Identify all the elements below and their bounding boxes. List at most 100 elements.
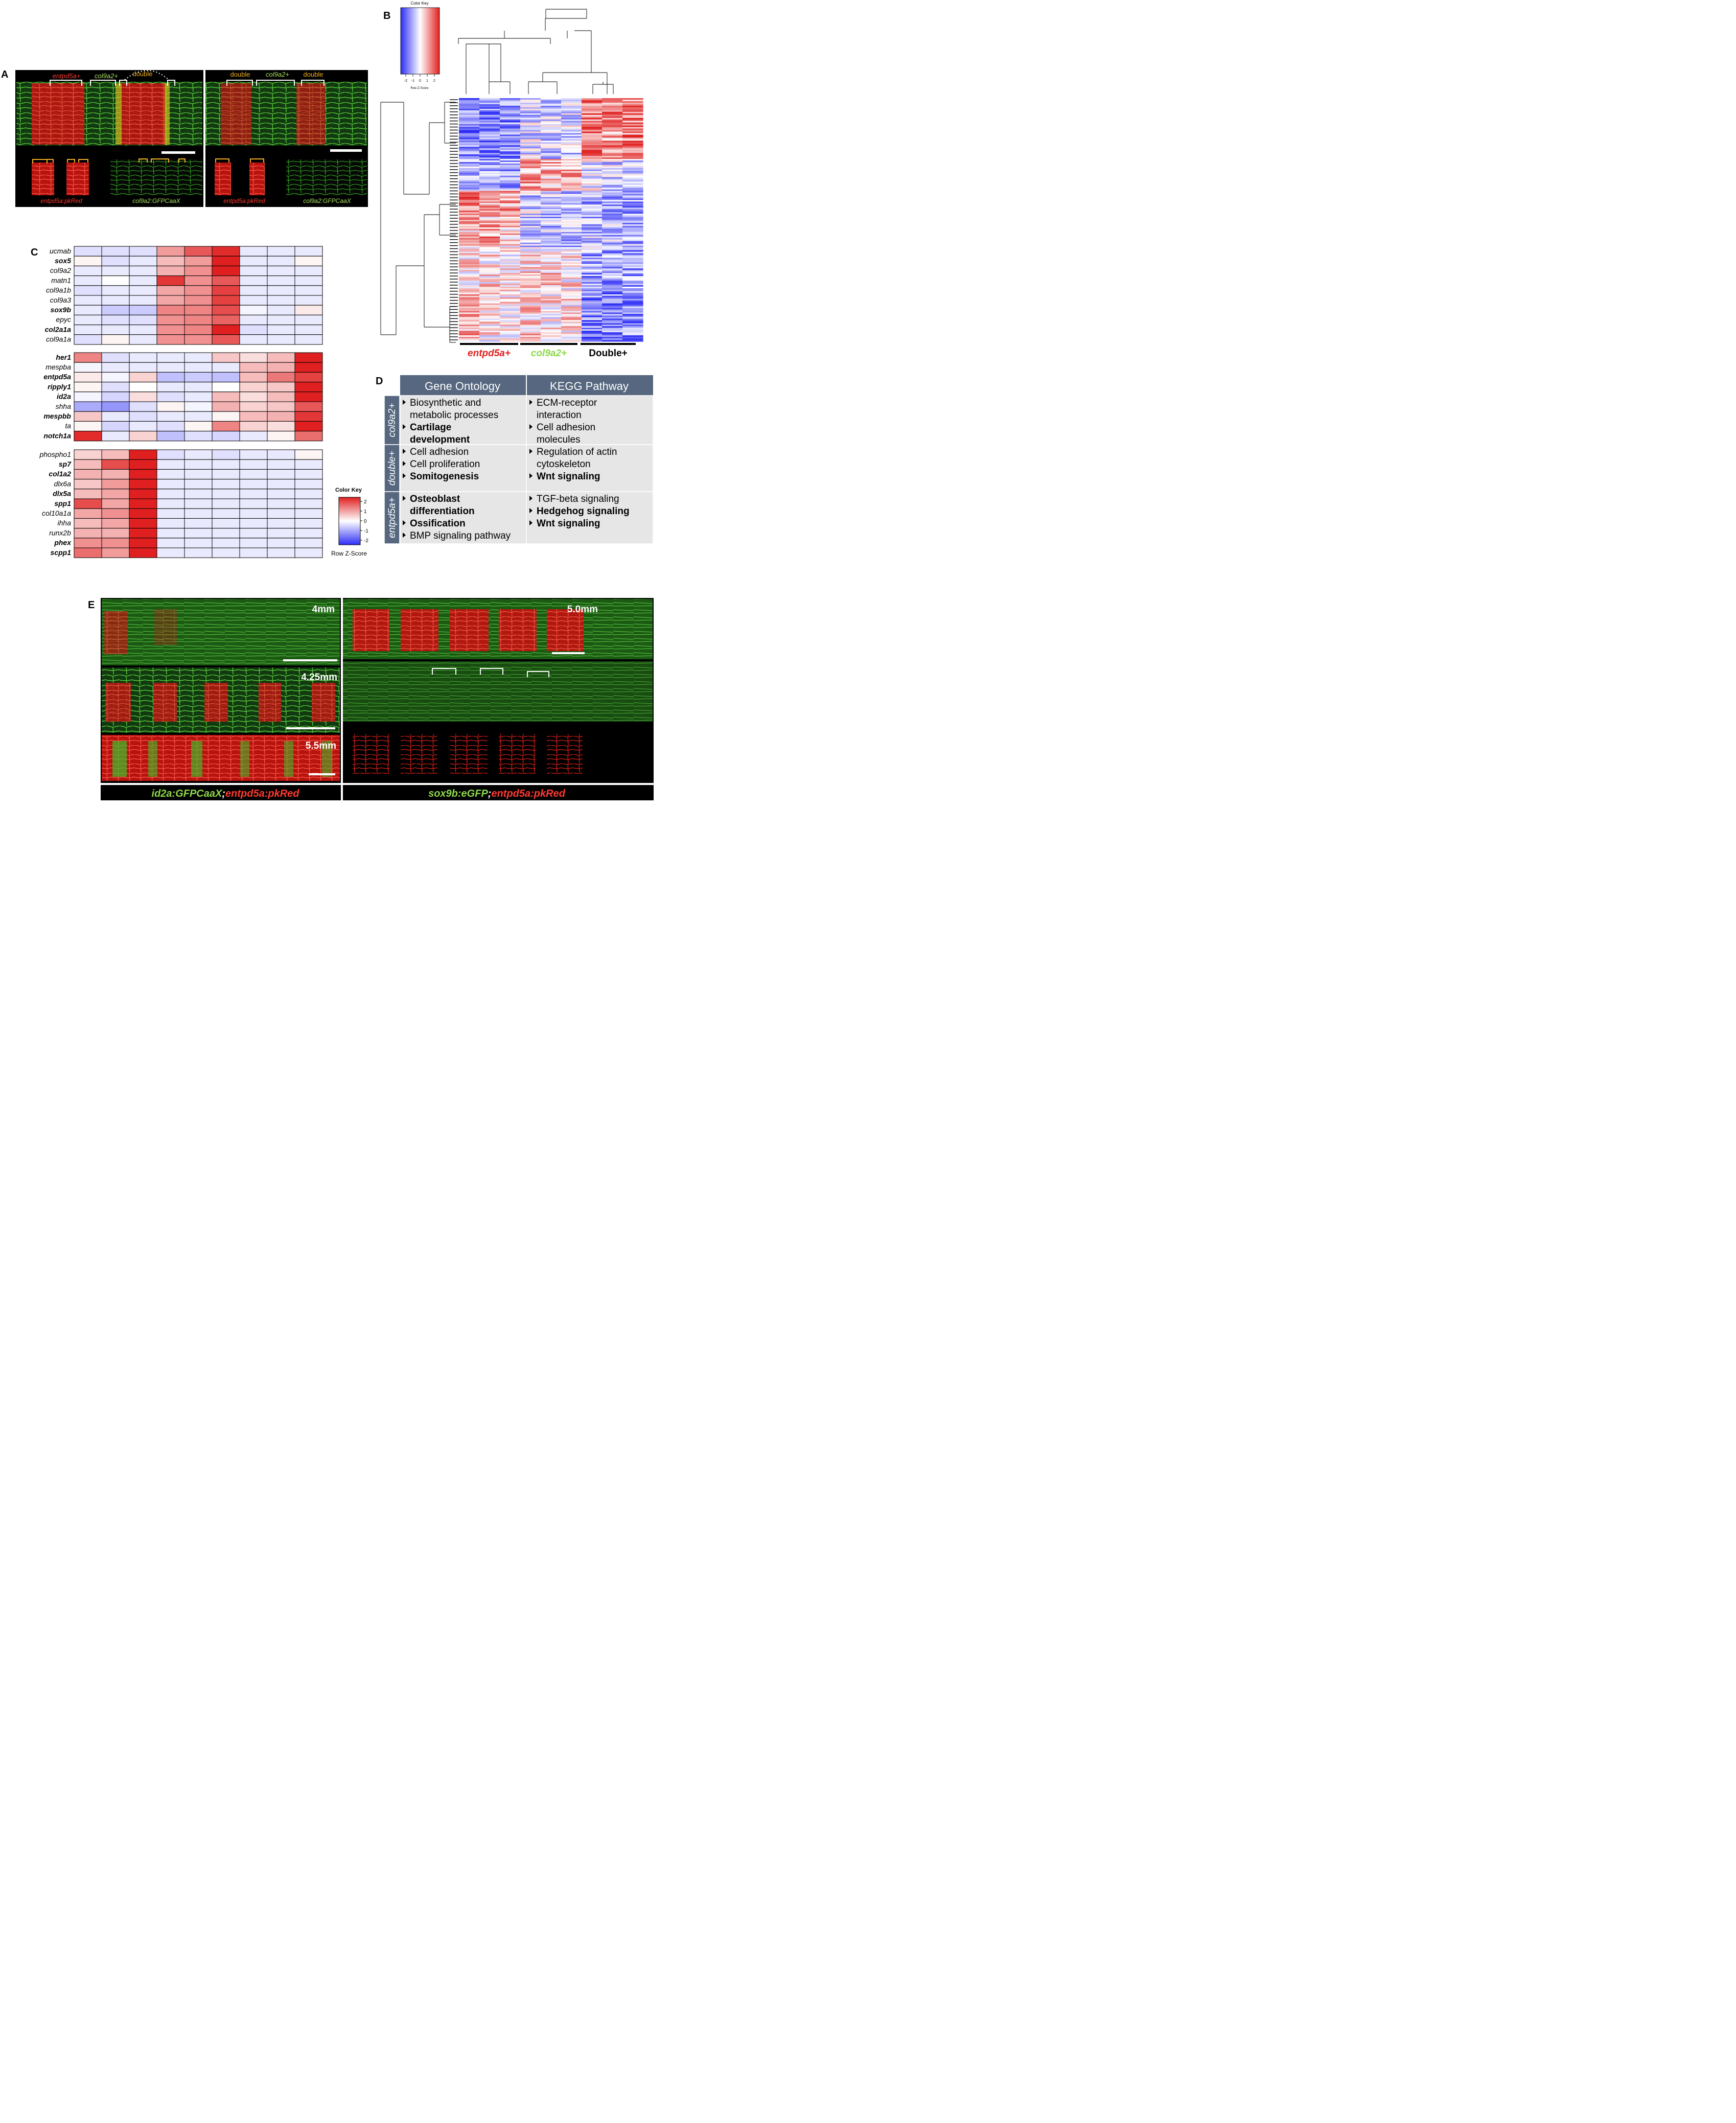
heatmap-cell bbox=[561, 153, 582, 155]
heatmap-cell bbox=[602, 156, 623, 158]
heatmap-cell bbox=[520, 268, 541, 270]
heatmap-cell bbox=[459, 261, 480, 263]
heatmap-cell bbox=[561, 288, 582, 290]
heatmap-cell bbox=[500, 191, 521, 193]
heatmap-cell bbox=[622, 340, 643, 342]
heatmap-cell bbox=[459, 130, 480, 132]
heatmap-cell bbox=[500, 119, 521, 122]
heatmap-cell bbox=[582, 99, 603, 102]
heatmap-cell bbox=[622, 218, 643, 220]
heatmap-cell bbox=[602, 166, 623, 169]
heatmap-cell bbox=[602, 209, 623, 211]
heatmap-cell bbox=[479, 253, 500, 256]
heatmap-cell bbox=[520, 189, 541, 192]
heatmap-cell bbox=[74, 325, 102, 335]
heatmap-cell bbox=[582, 175, 603, 178]
heatmap-cell bbox=[622, 242, 643, 245]
heatmap-cell bbox=[622, 264, 643, 266]
heatmap-cell bbox=[541, 220, 562, 222]
heatmap-cell bbox=[74, 401, 102, 412]
heatmap-cell bbox=[459, 244, 480, 246]
heatmap-cell bbox=[582, 180, 603, 182]
heatmap-cell bbox=[500, 285, 521, 287]
gene-label: phex bbox=[54, 539, 72, 547]
heatmap-cell bbox=[479, 104, 500, 106]
heatmap-cell bbox=[500, 305, 521, 307]
heatmap-cell bbox=[622, 253, 643, 256]
heatmap-cell bbox=[500, 156, 521, 158]
heatmap-cell bbox=[520, 159, 541, 161]
heatmap-cell bbox=[212, 469, 240, 480]
heatmap-cell bbox=[479, 217, 500, 219]
heatmap-cell bbox=[479, 251, 500, 254]
heatmap-cell bbox=[602, 177, 623, 179]
heatmap-cell bbox=[602, 124, 623, 126]
heatmap-cell bbox=[561, 119, 582, 122]
heatmap-cell bbox=[561, 317, 582, 319]
heatmap-cell bbox=[541, 113, 562, 116]
heatmap-cell bbox=[479, 151, 500, 153]
heatmap-cell bbox=[541, 270, 562, 272]
heatmap-cell bbox=[129, 411, 157, 422]
gene-label: col2a1a bbox=[45, 325, 72, 333]
heatmap-cell bbox=[541, 201, 562, 203]
heatmap-cell bbox=[500, 334, 521, 336]
heatmap-cell bbox=[541, 133, 562, 135]
heatmap-cell bbox=[520, 204, 541, 206]
heatmap-cell bbox=[541, 261, 562, 263]
heatmap-cell bbox=[479, 134, 500, 136]
heatmap-cell bbox=[156, 547, 185, 558]
heatmap-cell bbox=[459, 270, 480, 272]
heatmap-cell bbox=[129, 275, 157, 286]
heatmap-cell bbox=[582, 119, 603, 122]
heatmap-cell bbox=[520, 168, 541, 170]
heatmap-cell bbox=[500, 320, 521, 322]
heatmap-cell bbox=[500, 183, 521, 186]
heatmap-cell bbox=[267, 391, 295, 402]
heatmap-cell bbox=[602, 220, 623, 222]
heatmap-cell bbox=[541, 188, 562, 190]
heatmap-cell bbox=[520, 271, 541, 273]
heatmap-cell bbox=[541, 274, 562, 276]
heatmap-cell bbox=[500, 147, 521, 149]
heatmap-cell bbox=[582, 276, 603, 278]
heatmap-cell bbox=[561, 114, 582, 117]
heatmap-cell bbox=[459, 311, 480, 313]
heatmap-cell bbox=[541, 144, 562, 146]
heatmap-cell bbox=[622, 312, 643, 315]
heatmap-cell bbox=[459, 195, 480, 197]
heatmap-cell bbox=[602, 227, 623, 229]
heatmap-cell bbox=[541, 160, 562, 163]
heatmap-cell bbox=[74, 459, 102, 470]
heatmap-cell bbox=[520, 248, 541, 251]
heatmap-cell bbox=[239, 431, 268, 442]
heatmap-cell bbox=[479, 148, 500, 150]
heatmap-cell bbox=[602, 314, 623, 316]
heatmap-cell bbox=[541, 329, 562, 331]
heatmap-cell bbox=[459, 227, 480, 229]
heatmap-cell bbox=[520, 245, 541, 248]
heatmap-cell bbox=[74, 265, 102, 276]
heatmap-cell bbox=[582, 317, 603, 319]
heatmap-cell bbox=[582, 131, 603, 134]
heatmap-cell bbox=[101, 518, 130, 529]
heatmap-cell bbox=[582, 265, 603, 267]
heatmap-cell bbox=[459, 201, 480, 203]
heatmap-cell bbox=[520, 214, 541, 216]
heatmap-cell bbox=[459, 326, 480, 328]
heatmap-cell bbox=[622, 131, 643, 134]
heatmap-cell bbox=[520, 102, 541, 105]
heatmap-cell bbox=[101, 459, 130, 470]
bullet-triangle-icon bbox=[403, 496, 406, 501]
panel-a-letter: A bbox=[1, 69, 8, 80]
heatmap-cell bbox=[459, 291, 480, 293]
gene-label: phospho1 bbox=[39, 450, 71, 458]
column-dendrogram bbox=[458, 9, 614, 94]
heatmap-cell bbox=[479, 121, 500, 123]
heatmap-cell bbox=[500, 279, 521, 281]
heatmap-cell bbox=[622, 191, 643, 193]
heatmap-cell bbox=[267, 256, 295, 266]
heatmap-cell bbox=[500, 207, 521, 210]
heatmap-cell bbox=[212, 382, 240, 393]
heatmap-cell bbox=[582, 134, 603, 136]
